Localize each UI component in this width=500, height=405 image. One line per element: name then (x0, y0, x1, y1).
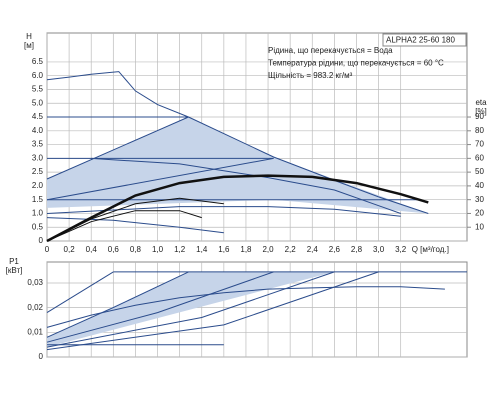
x-tick-label: 1,6 (218, 245, 230, 254)
curve (46, 271, 335, 348)
y-tick-label: 0.5 (32, 222, 44, 231)
curve (46, 286, 445, 328)
x-axis-label: Q [м³/год.] (412, 245, 449, 254)
x-tick-label: 2,8 (351, 245, 363, 254)
operating-region (47, 271, 335, 348)
title-box (382, 33, 467, 47)
y-tick-label: 6.5 (32, 57, 44, 66)
curve (46, 271, 189, 338)
x-tick-label: 0 (45, 245, 50, 254)
curve (46, 271, 379, 351)
x-tick-label: 1,0 (152, 245, 164, 254)
y-tick-label: 0,02 (27, 303, 43, 312)
efficiency-curve (46, 197, 224, 242)
curve (46, 271, 274, 343)
annotation: Рідина, що перекачується = Вода (268, 46, 393, 55)
x-tick-label: 0,6 (108, 245, 120, 254)
y2-tick-label: 60 (475, 153, 484, 162)
y-tick-label: 0,01 (27, 327, 43, 336)
y2-tick-label: 50 (475, 167, 484, 176)
y-tick-label: 0 (39, 352, 44, 361)
x-tick-label: 1,2 (174, 245, 186, 254)
y2-tick-label: 10 (475, 222, 484, 231)
y-axis-label: [м] (24, 41, 34, 50)
x-tick-label: 3,0 (373, 245, 385, 254)
y-axis-label: [кВт] (6, 266, 23, 275)
y2-tick-label: 70 (475, 140, 484, 149)
x-tick-label: 2,2 (285, 245, 297, 254)
y2-axis-label: [%] (475, 107, 487, 116)
y-tick-label: 0,03 (27, 278, 43, 287)
curve (91, 157, 401, 214)
y2-tick-label: 30 (475, 195, 484, 204)
y2-tick-label: 40 (475, 181, 484, 190)
y-tick-label: 3.5 (32, 140, 44, 149)
y-tick-label: 0 (39, 236, 44, 245)
curve (46, 71, 429, 214)
y-tick-label: 5.0 (32, 98, 44, 107)
x-tick-label: 0,4 (86, 245, 98, 254)
y-tick-label: 5.5 (32, 85, 44, 94)
x-tick-label: 0,2 (64, 245, 76, 254)
x-tick-label: 3,2 (395, 245, 407, 254)
x-tick-label: 2,0 (262, 245, 274, 254)
y-tick-label: 2.5 (32, 167, 44, 176)
curve (46, 271, 114, 314)
curve (46, 116, 189, 180)
y2-tick-label: 80 (475, 126, 484, 135)
y-tick-label: 6.0 (32, 71, 44, 80)
box-title: ALPHA2 25-60 180 (386, 36, 455, 45)
y2-axis-label: eta (475, 98, 487, 107)
x-tick-label: 1,4 (196, 245, 208, 254)
efficiency-curve (46, 174, 429, 243)
y-axis-label: P1 (9, 257, 19, 266)
efficiency-curve (46, 210, 202, 242)
y-tick-label: 1.0 (32, 209, 44, 218)
y-axis-label: H (26, 32, 32, 41)
y-tick-label: 4.5 (32, 112, 44, 121)
curve (46, 206, 401, 217)
curve (46, 217, 224, 234)
y-tick-label: 2.0 (32, 181, 44, 190)
y-tick-label: 3.0 (32, 153, 44, 162)
x-tick-label: 1,8 (240, 245, 252, 254)
y-tick-label: 1.5 (32, 195, 44, 204)
annotation: Щільність = 983.2 кг/м³ (268, 71, 353, 80)
y2-tick-label: 20 (475, 209, 484, 218)
y-tick-label: 4.0 (32, 126, 44, 135)
x-tick-label: 2,4 (307, 245, 319, 254)
x-tick-label: 2,6 (329, 245, 341, 254)
curve (46, 157, 274, 201)
x-tick-label: 0,8 (130, 245, 142, 254)
y2-tick-label: 90 (475, 112, 484, 121)
annotation: Температура рідини, що перекачується = 6… (268, 59, 444, 68)
